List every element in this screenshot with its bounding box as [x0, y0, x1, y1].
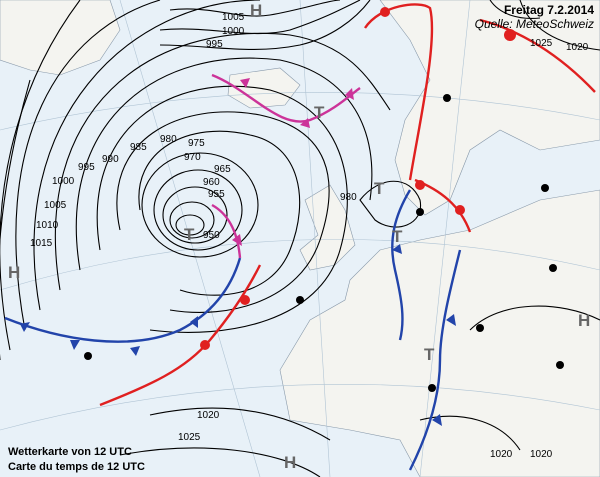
isobar-label: 1000: [222, 26, 245, 37]
warm-front-norway: [363, 3, 434, 181]
isobar-label: 965: [214, 164, 231, 175]
isobar-label: 980: [340, 192, 357, 203]
caption-de: Wetterkarte von 12 UTC: [8, 446, 132, 458]
isobar-label: 1025: [530, 38, 553, 49]
low-pressure-marker: T: [184, 225, 195, 244]
isobar-label: 990: [102, 154, 119, 165]
map-title: Freitag 7.2.2014: [503, 3, 594, 17]
high-pressure-marker: H: [250, 1, 262, 20]
isobar-label: 975: [188, 138, 205, 149]
isobar-label: 1020: [566, 42, 589, 53]
warm-front-northeast: [479, 18, 596, 93]
iceland: [227, 67, 301, 109]
front-symbols: [20, 7, 516, 426]
isobar-label: 970: [184, 152, 201, 163]
isobar-label: 980: [160, 134, 177, 145]
warm-front-atlantic: [99, 264, 262, 407]
isobar-label: 985: [130, 142, 147, 153]
isobar-label: 950: [203, 230, 220, 241]
cold-front-central: [408, 249, 462, 471]
isobar-label: 1000: [52, 176, 75, 187]
isobar-label: 1005: [222, 12, 245, 23]
low-pressure-marker: T: [392, 227, 403, 246]
continent: [279, 189, 600, 477]
isobar-label: 1020: [197, 410, 220, 421]
isobar-label: 995: [206, 39, 223, 50]
fronts: [4, 3, 596, 471]
station-markers: [84, 94, 564, 392]
high-pressure-marker: H: [578, 311, 590, 330]
isobar-label: 1015: [30, 238, 53, 249]
pressure-centers: H H H H T T T T T: [8, 1, 590, 472]
low-pressure-marker: T: [314, 103, 325, 122]
cold-front-north-sea: [391, 189, 412, 341]
isobar-label: 1025: [178, 432, 201, 443]
isobar-label: 1010: [36, 220, 59, 231]
map-source: Quelle: MeteoSchweiz: [474, 17, 594, 31]
greenland: [0, 0, 121, 76]
isobar-label: 955: [208, 189, 225, 200]
high-pressure-marker: H: [8, 263, 20, 282]
cold-front-atlantic: [4, 257, 242, 343]
isobar-label: 1020: [530, 449, 553, 460]
scandinavia: [379, 0, 600, 216]
occlusion-iceland: [211, 73, 361, 123]
british-isles: [299, 184, 356, 271]
isobar-labels: 9509559609659709759809859909951000100510…: [30, 12, 589, 460]
high-pressure-marker: H: [284, 453, 296, 472]
occlusion-low: [211, 203, 242, 259]
isobar-label: 960: [203, 177, 220, 188]
isobar-label: 995: [78, 162, 95, 173]
isobar-label: 1020: [490, 449, 513, 460]
caption-fr: Carte du temps de 12 UTC: [8, 461, 145, 473]
low-pressure-marker: T: [374, 179, 385, 198]
low-pressure-marker: T: [424, 345, 435, 364]
isobar-label: 1005: [44, 200, 67, 211]
